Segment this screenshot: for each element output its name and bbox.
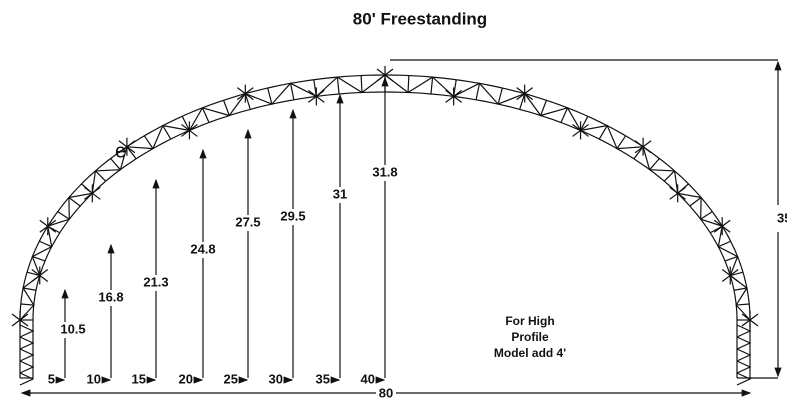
truss-post	[430, 77, 434, 95]
truss-post	[223, 100, 230, 116]
truss-post	[95, 170, 107, 182]
height-label: 10.5	[60, 321, 85, 336]
offset-label: 30	[269, 371, 283, 386]
label-bg	[95, 290, 127, 306]
offset-label: 15	[132, 371, 146, 386]
truss-post	[497, 87, 503, 105]
end-web	[19, 360, 752, 374]
offset-label: 25	[224, 371, 238, 386]
truss-post	[718, 240, 731, 248]
truss-post	[110, 158, 121, 171]
truss-post	[26, 271, 40, 277]
truss-post	[724, 256, 738, 262]
note-line: For High	[505, 314, 554, 328]
note-line: Model add 4'	[494, 346, 566, 360]
truss-post	[519, 93, 526, 110]
label-bg	[277, 209, 309, 225]
truss-post	[616, 135, 627, 149]
truss-post	[736, 303, 750, 306]
truss-post	[126, 146, 137, 160]
truss-post	[336, 77, 340, 95]
height-label: 24.8	[190, 241, 215, 256]
end-web	[19, 324, 752, 338]
truss-post	[598, 125, 608, 140]
truss-post	[289, 83, 295, 100]
truss-post	[32, 256, 46, 262]
offset-label: 10	[87, 371, 101, 386]
label-bg	[376, 386, 396, 400]
offset-label: 20	[179, 371, 193, 386]
height-label: 31	[333, 186, 347, 201]
offset-label: 5	[48, 371, 55, 386]
label-bg	[53, 322, 85, 338]
label-bg	[140, 275, 172, 291]
height-label: 16.8	[98, 289, 123, 304]
total-height-label: 35	[777, 210, 787, 225]
truss-post	[181, 116, 190, 131]
truss-post	[580, 116, 589, 131]
offset-label: 40	[361, 371, 375, 386]
label-bg	[187, 242, 219, 258]
truss-post	[143, 135, 154, 149]
truss-post	[475, 83, 481, 100]
end-web	[19, 372, 752, 386]
truss-post	[649, 158, 660, 171]
label-bg	[369, 165, 401, 181]
note-line: Profile	[511, 330, 549, 344]
truss-post	[39, 240, 52, 248]
truss-post	[700, 211, 713, 220]
truss-post	[663, 170, 675, 182]
height-label: 27.5	[235, 214, 260, 229]
truss-post	[730, 271, 744, 277]
height-label: 31.8	[372, 164, 397, 179]
truss-post	[360, 75, 363, 93]
height-label: 29.5	[280, 208, 305, 223]
label-bg	[324, 187, 356, 203]
truss-post	[23, 287, 37, 291]
truss-post	[689, 197, 702, 207]
title: 80' Freestanding	[353, 9, 487, 28]
label-bg	[232, 215, 264, 231]
truss-post	[267, 87, 273, 105]
truss-post	[633, 146, 644, 160]
offset-label: 35	[316, 371, 330, 386]
end-web	[19, 348, 752, 362]
end-web	[19, 336, 752, 350]
truss-web	[19, 74, 751, 321]
truss-post	[560, 107, 569, 123]
height-label: 21.3	[143, 274, 168, 289]
truss-post	[57, 211, 70, 220]
truss-post	[540, 100, 547, 116]
truss-post	[407, 75, 410, 93]
truss-post	[162, 125, 172, 140]
truss-post	[68, 197, 81, 207]
truss-post	[201, 107, 210, 123]
truss-post	[244, 93, 251, 110]
truss-post	[20, 303, 34, 306]
truss-post	[733, 287, 747, 291]
width-label: 80	[379, 385, 393, 400]
